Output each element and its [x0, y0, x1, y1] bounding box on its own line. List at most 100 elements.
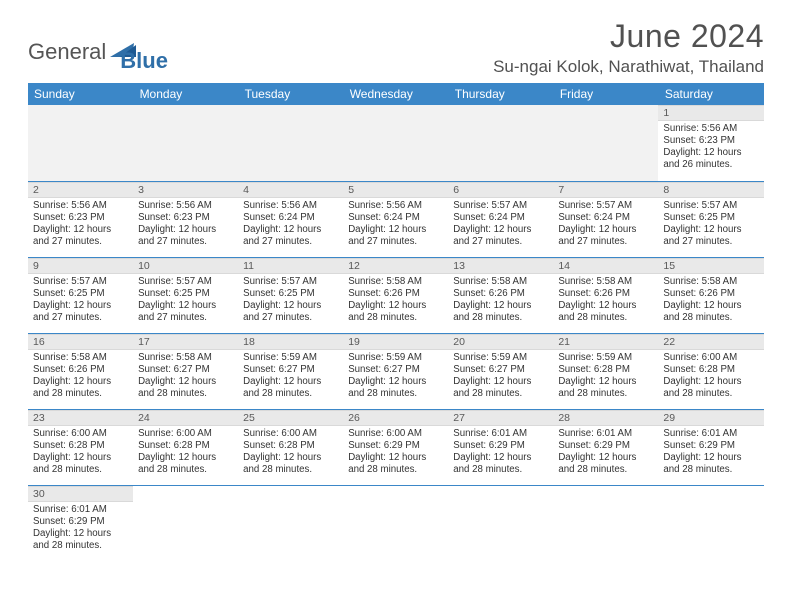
calendar-cell: 19Sunrise: 5:59 AMSunset: 6:27 PMDayligh… [343, 333, 448, 409]
weekday-header: Sunday [28, 83, 133, 105]
calendar-body: 1Sunrise: 5:56 AMSunset: 6:23 PMDaylight… [28, 105, 764, 561]
sunset-line: Sunset: 6:27 PM [348, 364, 443, 376]
sunrise-line: Sunrise: 5:58 AM [558, 276, 653, 288]
sunrise-line: Sunrise: 5:56 AM [243, 200, 338, 212]
sunset-line: Sunset: 6:26 PM [453, 288, 548, 300]
sunrise-line: Sunrise: 5:59 AM [558, 352, 653, 364]
calendar-cell: 3Sunrise: 5:56 AMSunset: 6:23 PMDaylight… [133, 181, 238, 257]
sunset-line: Sunset: 6:23 PM [663, 135, 758, 147]
day-number: 25 [238, 410, 343, 426]
sunrise-line: Sunrise: 5:58 AM [453, 276, 548, 288]
day-details: Sunrise: 5:56 AMSunset: 6:23 PMDaylight:… [28, 198, 133, 251]
calendar-cell [28, 105, 133, 181]
day-details: Sunrise: 6:01 AMSunset: 6:29 PMDaylight:… [28, 502, 133, 555]
daylight-line: Daylight: 12 hours and 28 minutes. [453, 452, 548, 476]
day-number: 4 [238, 182, 343, 198]
calendar-cell: 22Sunrise: 6:00 AMSunset: 6:28 PMDayligh… [658, 333, 763, 409]
day-number: 5 [343, 182, 448, 198]
logo-text-b: Blue [120, 48, 168, 74]
day-details: Sunrise: 5:56 AMSunset: 6:23 PMDaylight:… [133, 198, 238, 251]
daylight-line: Daylight: 12 hours and 28 minutes. [348, 376, 443, 400]
day-details: Sunrise: 5:59 AMSunset: 6:28 PMDaylight:… [553, 350, 658, 403]
calendar-cell: 2Sunrise: 5:56 AMSunset: 6:23 PMDaylight… [28, 181, 133, 257]
header: General Blue June 2024 Su-ngai Kolok, Na… [28, 18, 764, 77]
calendar-cell [448, 105, 553, 181]
day-details: Sunrise: 6:00 AMSunset: 6:29 PMDaylight:… [343, 426, 448, 479]
sunrise-line: Sunrise: 5:58 AM [33, 352, 128, 364]
sunrise-line: Sunrise: 6:00 AM [663, 352, 758, 364]
title-block: June 2024 Su-ngai Kolok, Narathiwat, Tha… [493, 18, 764, 77]
daylight-line: Daylight: 12 hours and 28 minutes. [33, 528, 128, 552]
daylight-line: Daylight: 12 hours and 28 minutes. [243, 376, 338, 400]
sunrise-line: Sunrise: 5:57 AM [558, 200, 653, 212]
sunrise-line: Sunrise: 5:59 AM [453, 352, 548, 364]
day-details: Sunrise: 5:56 AMSunset: 6:23 PMDaylight:… [658, 121, 763, 174]
daylight-line: Daylight: 12 hours and 28 minutes. [453, 300, 548, 324]
daylight-line: Daylight: 12 hours and 28 minutes. [558, 452, 653, 476]
day-number: 10 [133, 258, 238, 274]
day-number: 13 [448, 258, 553, 274]
calendar-row: 16Sunrise: 5:58 AMSunset: 6:26 PMDayligh… [28, 333, 764, 409]
weekday-header: Friday [553, 83, 658, 105]
day-details: Sunrise: 6:01 AMSunset: 6:29 PMDaylight:… [448, 426, 553, 479]
daylight-line: Daylight: 12 hours and 28 minutes. [558, 376, 653, 400]
weekday-header: Wednesday [343, 83, 448, 105]
calendar-cell: 21Sunrise: 5:59 AMSunset: 6:28 PMDayligh… [553, 333, 658, 409]
sunset-line: Sunset: 6:27 PM [138, 364, 233, 376]
sunrise-line: Sunrise: 6:00 AM [348, 428, 443, 440]
day-details: Sunrise: 6:00 AMSunset: 6:28 PMDaylight:… [28, 426, 133, 479]
calendar-cell: 10Sunrise: 5:57 AMSunset: 6:25 PMDayligh… [133, 257, 238, 333]
day-number: 7 [553, 182, 658, 198]
sunrise-line: Sunrise: 5:57 AM [138, 276, 233, 288]
day-details: Sunrise: 5:57 AMSunset: 6:25 PMDaylight:… [238, 274, 343, 327]
daylight-line: Daylight: 12 hours and 27 minutes. [138, 224, 233, 248]
day-details: Sunrise: 6:00 AMSunset: 6:28 PMDaylight:… [658, 350, 763, 403]
day-details: Sunrise: 5:58 AMSunset: 6:26 PMDaylight:… [553, 274, 658, 327]
sunset-line: Sunset: 6:25 PM [138, 288, 233, 300]
day-number: 26 [343, 410, 448, 426]
calendar-cell: 26Sunrise: 6:00 AMSunset: 6:29 PMDayligh… [343, 409, 448, 485]
weekday-header: Monday [133, 83, 238, 105]
daylight-line: Daylight: 12 hours and 28 minutes. [138, 376, 233, 400]
calendar-cell [658, 485, 763, 561]
day-number: 1 [658, 105, 763, 121]
day-number: 14 [553, 258, 658, 274]
day-details: Sunrise: 6:00 AMSunset: 6:28 PMDaylight:… [133, 426, 238, 479]
calendar-cell: 12Sunrise: 5:58 AMSunset: 6:26 PMDayligh… [343, 257, 448, 333]
daylight-line: Daylight: 12 hours and 28 minutes. [558, 300, 653, 324]
day-details: Sunrise: 5:58 AMSunset: 6:26 PMDaylight:… [28, 350, 133, 403]
daylight-line: Daylight: 12 hours and 28 minutes. [138, 452, 233, 476]
daylight-line: Daylight: 12 hours and 28 minutes. [663, 376, 758, 400]
sunset-line: Sunset: 6:28 PM [558, 364, 653, 376]
calendar-head: SundayMondayTuesdayWednesdayThursdayFrid… [28, 83, 764, 105]
location: Su-ngai Kolok, Narathiwat, Thailand [493, 57, 764, 77]
sunrise-line: Sunrise: 5:59 AM [348, 352, 443, 364]
sunset-line: Sunset: 6:28 PM [243, 440, 338, 452]
calendar-cell: 23Sunrise: 6:00 AMSunset: 6:28 PMDayligh… [28, 409, 133, 485]
sunrise-line: Sunrise: 5:56 AM [348, 200, 443, 212]
page: General Blue June 2024 Su-ngai Kolok, Na… [0, 0, 792, 561]
day-details: Sunrise: 5:58 AMSunset: 6:26 PMDaylight:… [343, 274, 448, 327]
calendar-cell [553, 485, 658, 561]
sunset-line: Sunset: 6:29 PM [558, 440, 653, 452]
daylight-line: Daylight: 12 hours and 28 minutes. [663, 300, 758, 324]
sunset-line: Sunset: 6:27 PM [453, 364, 548, 376]
calendar-cell [553, 105, 658, 181]
day-number: 29 [658, 410, 763, 426]
sunrise-line: Sunrise: 5:57 AM [33, 276, 128, 288]
sunset-line: Sunset: 6:28 PM [33, 440, 128, 452]
calendar-cell: 1Sunrise: 5:56 AMSunset: 6:23 PMDaylight… [658, 105, 763, 181]
day-number: 30 [28, 486, 133, 502]
sunset-line: Sunset: 6:29 PM [33, 516, 128, 528]
sunrise-line: Sunrise: 5:56 AM [663, 123, 758, 135]
sunset-line: Sunset: 6:23 PM [33, 212, 128, 224]
day-number: 21 [553, 334, 658, 350]
sunrise-line: Sunrise: 6:00 AM [243, 428, 338, 440]
day-number: 24 [133, 410, 238, 426]
calendar-cell: 20Sunrise: 5:59 AMSunset: 6:27 PMDayligh… [448, 333, 553, 409]
day-details: Sunrise: 6:00 AMSunset: 6:28 PMDaylight:… [238, 426, 343, 479]
sunset-line: Sunset: 6:26 PM [33, 364, 128, 376]
day-details: Sunrise: 5:57 AMSunset: 6:25 PMDaylight:… [658, 198, 763, 251]
day-number: 16 [28, 334, 133, 350]
daylight-line: Daylight: 12 hours and 27 minutes. [558, 224, 653, 248]
